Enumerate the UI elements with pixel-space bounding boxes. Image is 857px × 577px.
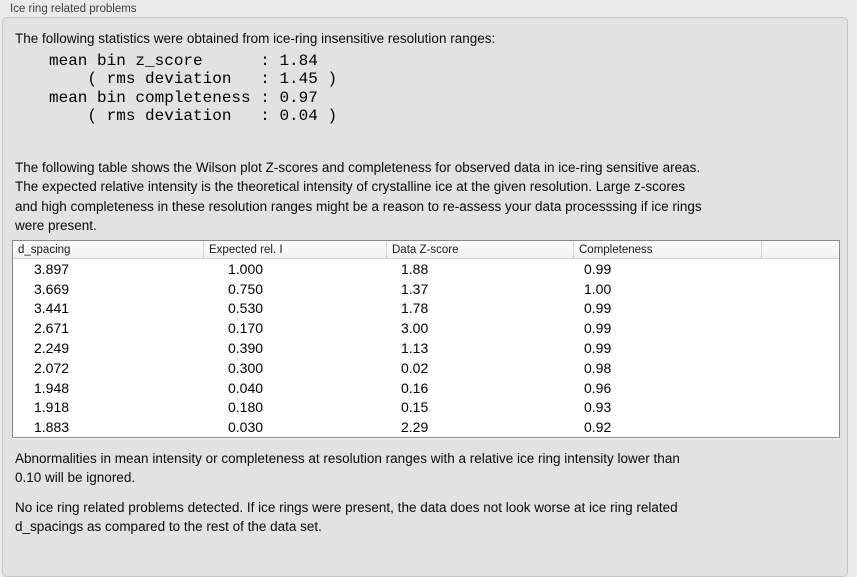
table-row[interactable]: 1.918 0.180 0.15 0.93: [13, 397, 839, 417]
cell-d-spacing: 1.918: [34, 399, 70, 416]
cell-d-spacing: 3.897: [34, 260, 70, 277]
cell-expected-rel-i: 1.000: [228, 260, 264, 277]
table-row[interactable]: 2.671 0.170 3.00 0.99: [13, 318, 839, 338]
table-row[interactable]: 3.897 1.000 1.88 0.99: [13, 259, 839, 279]
table-body: 3.897 1.000 1.88 0.99 3.669 0.750 1.37 1…: [13, 259, 839, 437]
table-row[interactable]: 3.441 0.530 1.78 0.99: [13, 299, 839, 319]
table-description-text: The following table shows the Wilson plo…: [15, 160, 702, 233]
cell-d-spacing: 3.669: [34, 280, 70, 297]
cell-empty: [761, 378, 839, 398]
cell-completeness: 0.99: [584, 340, 612, 357]
column-header-empty: [761, 241, 839, 258]
table-row[interactable]: 1.948 0.040 0.16 0.96: [13, 378, 839, 398]
cell-expected-rel-i: 0.180: [228, 399, 264, 416]
column-header-data-z-score[interactable]: Data Z-score: [386, 241, 573, 258]
cell-empty: [761, 338, 839, 358]
cell-expected-rel-i: 0.750: [228, 280, 264, 297]
cell-empty: [761, 397, 839, 417]
cell-data-z-score: 1.78: [401, 300, 429, 317]
column-header-d-spacing[interactable]: d_spacing: [18, 243, 71, 256]
conclusion-text: No ice ring related problems detected. I…: [15, 500, 678, 535]
cell-expected-rel-i: 0.040: [228, 379, 264, 396]
cell-data-z-score: 0.16: [401, 379, 429, 396]
cell-d-spacing: 2.671: [34, 320, 70, 337]
cell-d-spacing: 1.948: [34, 379, 70, 396]
ice-ring-table: d_spacing Expected rel. I Data Z-score C…: [12, 240, 840, 438]
ice-ring-groupbox: The following statistics were obtained f…: [2, 17, 848, 577]
cell-expected-rel-i: 0.030: [228, 419, 264, 436]
intro-text: The following statistics were obtained f…: [15, 31, 496, 46]
cell-completeness: 0.96: [584, 379, 612, 396]
cell-empty: [761, 358, 839, 378]
cell-completeness: 0.92: [584, 419, 612, 436]
table-row[interactable]: 1.883 0.030 2.29 0.92: [13, 417, 839, 437]
cell-expected-rel-i: 0.300: [228, 359, 264, 376]
cell-completeness: 0.98: [584, 359, 612, 376]
cell-expected-rel-i: 0.390: [228, 340, 264, 357]
table-row[interactable]: 2.249 0.390 1.13 0.99: [13, 338, 839, 358]
cell-data-z-score: 1.13: [401, 340, 429, 357]
cell-d-spacing: 2.249: [34, 340, 70, 357]
cell-empty: [761, 417, 839, 437]
cell-completeness: 0.99: [584, 320, 612, 337]
cell-d-spacing: 1.883: [34, 419, 70, 436]
cell-empty: [761, 299, 839, 319]
cell-data-z-score: 2.29: [401, 419, 429, 436]
cell-completeness: 1.00: [584, 280, 612, 297]
cell-empty: [761, 259, 839, 279]
cell-expected-rel-i: 0.170: [228, 320, 264, 337]
cell-d-spacing: 3.441: [34, 300, 70, 317]
column-header-completeness[interactable]: Completeness: [573, 241, 761, 258]
table-row[interactable]: 2.072 0.300 0.02 0.98: [13, 358, 839, 378]
cell-empty: [761, 279, 839, 299]
cell-data-z-score: 0.15: [401, 399, 429, 416]
ignore-note-text: Abnormalities in mean intensity or compl…: [15, 451, 680, 486]
stats-block: mean bin z_score : 1.84 ( rms deviation …: [49, 52, 338, 125]
cell-data-z-score: 0.02: [401, 359, 429, 376]
cell-data-z-score: 3.00: [401, 320, 429, 337]
cell-data-z-score: 1.88: [401, 260, 429, 277]
table-header-row: d_spacing Expected rel. I Data Z-score C…: [13, 241, 839, 259]
cell-data-z-score: 1.37: [401, 280, 429, 297]
column-header-expected-rel-i[interactable]: Expected rel. I: [203, 241, 386, 258]
table-row[interactable]: 3.669 0.750 1.37 1.00: [13, 279, 839, 299]
cell-expected-rel-i: 0.530: [228, 300, 264, 317]
cell-d-spacing: 2.072: [34, 359, 70, 376]
cell-completeness: 0.99: [584, 300, 612, 317]
cell-empty: [761, 318, 839, 338]
cell-completeness: 0.93: [584, 399, 612, 416]
groupbox-title: Ice ring related problems: [10, 3, 137, 15]
cell-completeness: 0.99: [584, 260, 612, 277]
